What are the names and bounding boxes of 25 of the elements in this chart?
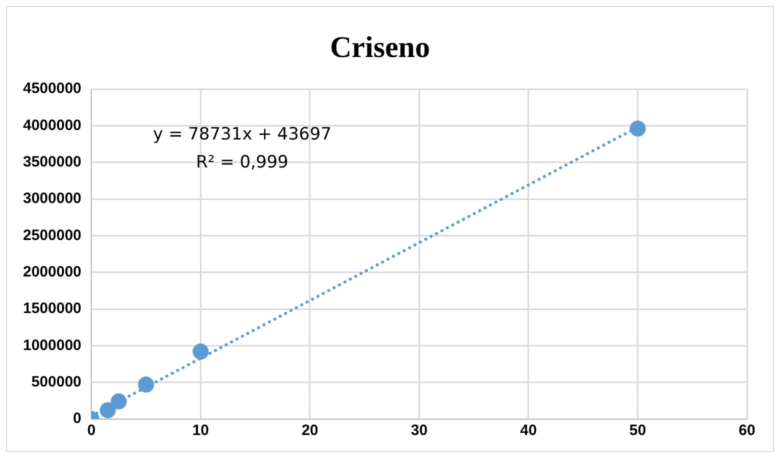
x-tick-label: 30 [410,422,428,440]
y-tick-label: 1500000 [22,300,82,318]
y-tick-label: 4000000 [22,116,82,134]
point [192,344,209,360]
chart-title: Criseno [330,30,430,64]
y-tick-label: 3500000 [22,153,82,170]
y-tick-label: 0 [73,410,82,428]
annotation: R² = 0,999 [196,152,288,172]
y-tick-label: 4500000 [22,80,82,98]
y-tick-label: 500000 [31,373,82,390]
x-tick-label: 40 [520,422,537,440]
x-tick-label: 10 [192,422,210,440]
y-tick-label: 1000000 [22,336,82,354]
point [100,402,116,418]
x-tick-label: 0 [87,422,96,440]
y-tick-label: 2000000 [22,263,82,280]
x-tick-label: 60 [738,422,756,440]
y-tick-label: 3000000 [22,190,82,208]
annotation: y = 78731x + 43697 [152,124,332,144]
y-tick-label: 2500000 [22,226,82,244]
point [630,120,646,137]
x-tick-label: 50 [629,422,646,440]
point [110,393,127,410]
x-tick-label: 20 [302,422,318,440]
point [138,376,154,393]
